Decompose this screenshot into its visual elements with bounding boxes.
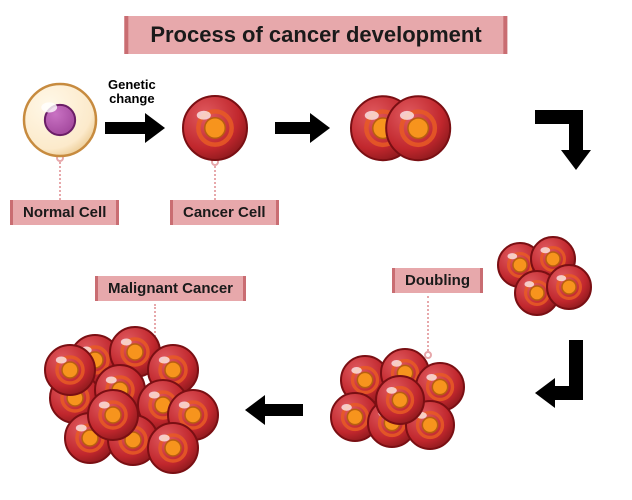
title-text: Process of cancer development	[150, 22, 481, 47]
arrow-right-icon	[275, 113, 330, 143]
connector-line	[59, 158, 61, 200]
arrow-left-icon	[245, 395, 303, 425]
label-malignant-cancer: Malignant Cancer	[95, 276, 246, 301]
arrow-elbow-left-icon	[535, 340, 585, 410]
arrow-right-icon	[105, 113, 165, 143]
connector-line	[214, 162, 216, 200]
cancer-cell-icon	[179, 92, 251, 164]
cluster-small-icon	[485, 235, 595, 325]
arrow-elbow-down-icon	[535, 110, 593, 170]
label-normal-cell: Normal Cell	[10, 200, 119, 225]
label-cancer-cell: Cancer Cell	[170, 200, 279, 225]
arrow-label-genetic-change: Geneticchange	[108, 78, 156, 107]
page-title: Process of cancer development	[124, 16, 507, 54]
normal-cell-icon	[20, 80, 100, 160]
cluster-large-icon	[35, 320, 225, 490]
label-doubling: Doubling	[392, 268, 483, 293]
cancer-pair-icon	[349, 93, 451, 163]
cluster-med-icon	[320, 345, 480, 465]
